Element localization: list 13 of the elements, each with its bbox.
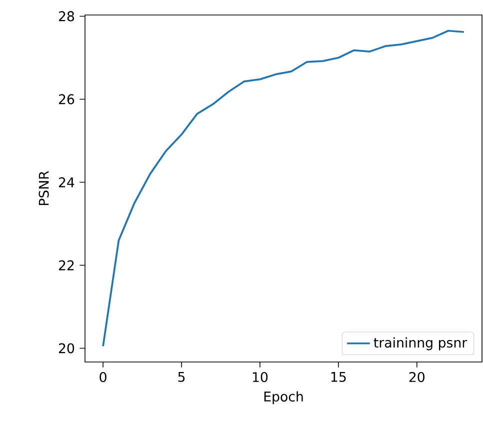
legend-label: traininng psnr (374, 337, 468, 350)
x-tick-label: 0 (100, 372, 106, 382)
x-tick-label: 5 (178, 372, 185, 382)
y-tick-label: 22 (58, 260, 74, 270)
x-axis-title: Epoch (264, 391, 303, 404)
y-tick-label: 28 (58, 11, 74, 22)
x-tick-label: 10 (252, 372, 268, 382)
x-tick-label: 20 (409, 372, 424, 382)
y-tick-label: 20 (58, 343, 74, 354)
x-tick-label: 15 (331, 372, 346, 382)
y-tick-label: 24 (58, 177, 74, 188)
y-tick-label: 26 (58, 94, 74, 104)
y-axis-title: PSNR (38, 170, 49, 206)
